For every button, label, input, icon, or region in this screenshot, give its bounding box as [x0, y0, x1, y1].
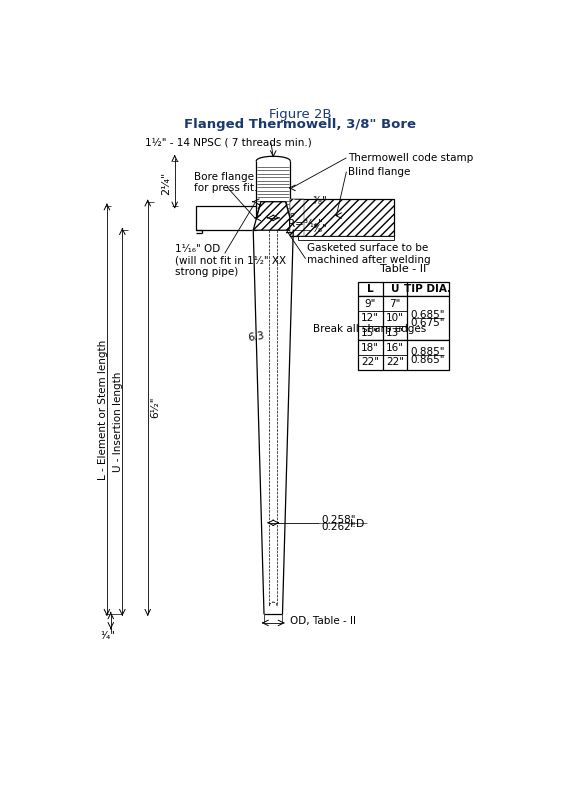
Polygon shape	[253, 202, 293, 230]
Text: Gasketed surface to be
machined after welding: Gasketed surface to be machined after we…	[307, 243, 431, 265]
Text: 18": 18"	[362, 342, 379, 353]
Text: Bore flange
for press fit.: Bore flange for press fit.	[194, 172, 257, 193]
Text: 15": 15"	[362, 328, 379, 338]
Text: ³⁄₈": ³⁄₈"	[312, 196, 327, 206]
Text: Blind flange: Blind flange	[348, 167, 410, 176]
Text: ¹⁄₄": ¹⁄₄"	[100, 631, 115, 642]
Text: 7": 7"	[389, 299, 401, 309]
Text: I.D: I.D	[350, 519, 366, 529]
Text: ³⁄₈": ³⁄₈"	[312, 225, 327, 234]
Text: 13": 13"	[386, 328, 404, 338]
Text: 16": 16"	[386, 342, 404, 353]
Text: 0.685": 0.685"	[411, 310, 445, 320]
Bar	[358, 282, 449, 297]
Bar	[290, 200, 394, 237]
Text: 0.885": 0.885"	[411, 347, 445, 357]
Text: 22": 22"	[362, 357, 379, 367]
Text: 12": 12"	[362, 314, 379, 323]
Text: R=³⁄₁₆": R=³⁄₁₆"	[288, 219, 323, 229]
Text: 22": 22"	[386, 357, 404, 367]
Bar	[298, 237, 394, 241]
Bar	[290, 200, 304, 237]
Text: 0.258": 0.258"	[321, 515, 356, 525]
Text: U: U	[391, 284, 399, 294]
Text: 0.865": 0.865"	[411, 354, 445, 365]
Bar	[358, 297, 449, 340]
Bar	[196, 205, 256, 230]
Text: Flanged Thermowell, 3/8" Bore: Flanged Thermowell, 3/8" Bore	[184, 118, 416, 131]
Text: Thermowell code stamp: Thermowell code stamp	[348, 153, 473, 163]
Text: L: L	[367, 284, 374, 294]
Text: 0.262": 0.262"	[321, 522, 356, 533]
Text: Break all sharp edges: Break all sharp edges	[314, 324, 426, 334]
Text: 10": 10"	[386, 314, 404, 323]
Text: 2¹⁄₄": 2¹⁄₄"	[161, 172, 171, 195]
Text: 1¹⁄₁₆" OD
(will not fit in 1¹⁄₂" XX
strong pipe): 1¹⁄₁₆" OD (will not fit in 1¹⁄₂" XX stro…	[175, 244, 286, 277]
Text: TIP DIA.: TIP DIA.	[404, 284, 452, 294]
Text: 6¹⁄₂": 6¹⁄₂"	[150, 397, 160, 419]
Text: OD, Table - II: OD, Table - II	[290, 617, 356, 626]
Text: 0.675": 0.675"	[411, 318, 445, 328]
Bar	[358, 340, 449, 370]
Text: 9": 9"	[364, 299, 376, 309]
Text: Figure 2B: Figure 2B	[269, 107, 332, 121]
Text: U - Insertion length: U - Insertion length	[113, 372, 123, 472]
Text: 1½" - 14 NPSC ( 7 threads min.): 1½" - 14 NPSC ( 7 threads min.)	[146, 137, 312, 148]
Text: Table - II: Table - II	[380, 264, 426, 274]
Text: L - Element or Stem length: L - Element or Stem length	[98, 339, 108, 480]
Polygon shape	[253, 230, 293, 614]
Text: 6.3: 6.3	[247, 330, 265, 342]
